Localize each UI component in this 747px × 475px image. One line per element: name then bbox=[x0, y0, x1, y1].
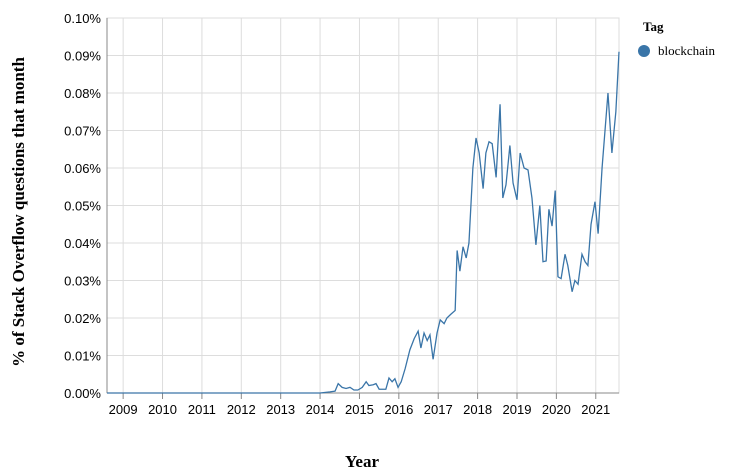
y-axis-title: % of Stack Overflow questions that month bbox=[9, 57, 28, 367]
y-tick-label: 0.04% bbox=[64, 236, 101, 251]
y-tick-label: 0.10% bbox=[64, 11, 101, 26]
y-tick-label: 0.09% bbox=[64, 49, 101, 64]
x-tick-label: 2016 bbox=[384, 402, 413, 417]
line bbox=[107, 51, 620, 394]
y-tick-label: 0.03% bbox=[64, 274, 101, 289]
legend-title: Tag bbox=[643, 19, 664, 34]
x-tick-label: 2017 bbox=[424, 402, 453, 417]
x-tick-label: 2018 bbox=[463, 402, 492, 417]
y-tick-label: 0.02% bbox=[64, 311, 101, 326]
legend-label: blockchain bbox=[658, 43, 716, 58]
x-tick-label: 2013 bbox=[266, 402, 295, 417]
x-tick-label: 2015 bbox=[345, 402, 374, 417]
legend-symbol bbox=[638, 45, 650, 57]
y-tick-label: 0.07% bbox=[64, 124, 101, 139]
y-tick-label: 0.06% bbox=[64, 161, 101, 176]
x-tick-label: 2010 bbox=[148, 402, 177, 417]
x-tick-label: 2012 bbox=[227, 402, 256, 417]
y-tick-label: 0.01% bbox=[64, 349, 101, 364]
x-tick-label: 2014 bbox=[306, 402, 335, 417]
y-tick-label: 0.08% bbox=[64, 86, 101, 101]
x-tick-label: 2019 bbox=[503, 402, 532, 417]
x-axis-title: Year bbox=[345, 452, 379, 471]
x-tick-label: 2011 bbox=[188, 402, 216, 417]
y-tick-label: 0.05% bbox=[64, 199, 101, 214]
y-tick-label: 0.00% bbox=[64, 386, 101, 401]
x-tick-label: 2021 bbox=[581, 402, 610, 417]
x-tick-label: 2020 bbox=[542, 402, 571, 417]
x-tick-label: 2009 bbox=[109, 402, 138, 417]
